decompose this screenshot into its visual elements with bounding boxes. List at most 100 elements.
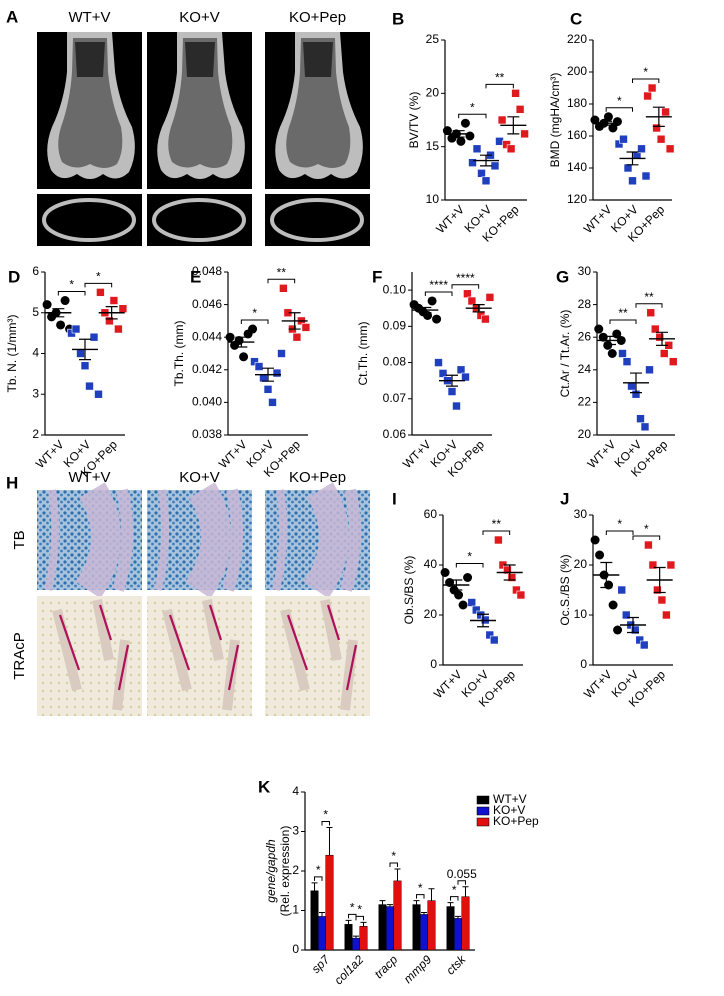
data-point	[603, 112, 613, 122]
significance-bracket	[84, 282, 113, 288]
error-bar	[455, 915, 461, 919]
y-tick-label: 30	[578, 264, 592, 278]
y-tick-label: 25	[426, 32, 440, 46]
panel-letter: D	[8, 267, 20, 286]
data-point	[595, 550, 605, 560]
y-tick-label: 20	[574, 557, 588, 571]
y-tick-label: 10	[574, 607, 588, 621]
data-point	[485, 293, 495, 302]
y-tick-label: 4	[32, 346, 39, 360]
data-point	[460, 118, 470, 128]
data-point	[652, 123, 661, 133]
data-point	[618, 349, 627, 358]
data-point	[468, 158, 477, 167]
significance-label: **	[492, 517, 502, 531]
data-point	[476, 610, 486, 620]
bone-edge	[320, 599, 342, 661]
significance-bracket	[632, 78, 660, 83]
data-point	[608, 123, 618, 133]
error-bar	[507, 116, 520, 135]
legend-swatch	[476, 806, 490, 816]
y-tick-label: 3	[292, 824, 299, 838]
significance-bracket	[632, 535, 661, 540]
y-tick-label: 6	[32, 264, 39, 278]
data-point	[598, 332, 608, 342]
data-point	[463, 289, 472, 299]
y-tick-label: 160	[567, 128, 587, 142]
data-point	[617, 585, 627, 595]
data-point	[612, 117, 622, 127]
trabecula	[222, 488, 244, 592]
significance-bracket	[485, 83, 514, 89]
y-tick-label: 40	[424, 557, 438, 571]
data-point	[277, 349, 286, 358]
column-label: WT+V	[68, 9, 110, 26]
data-point	[647, 83, 657, 93]
error-bar	[626, 151, 639, 166]
row-label: TB	[11, 530, 28, 549]
error-bar	[477, 613, 489, 628]
data-point	[650, 324, 660, 334]
significance-bracket	[348, 913, 357, 919]
data-point	[503, 565, 512, 575]
significance-label: *	[643, 65, 648, 79]
osteoclast	[98, 604, 113, 641]
y-axis-label: Ob.S/BS (%)	[402, 556, 416, 625]
data-point	[655, 332, 665, 342]
data-point	[630, 625, 640, 635]
y-tick-label: 0.08	[383, 355, 407, 369]
data-point	[254, 362, 264, 371]
data-point	[42, 300, 52, 310]
error-bar	[353, 935, 359, 939]
x-tick-label: sp7	[309, 952, 334, 977]
y-tick-label: 20	[578, 427, 592, 441]
bar	[310, 890, 319, 951]
data-point	[656, 134, 666, 144]
data-point	[614, 139, 624, 149]
y-tick-label: 22	[578, 395, 592, 409]
y-axis-label: Ct.Ar / Tt.Ar. (%)	[558, 310, 572, 398]
significance-label: **	[618, 306, 628, 320]
bar	[446, 906, 455, 951]
data-point	[96, 288, 105, 297]
data-point	[641, 171, 651, 181]
y-tick-label: 4	[292, 784, 299, 798]
data-point	[619, 134, 628, 144]
data-point	[463, 573, 473, 582]
error-bar	[503, 564, 516, 581]
panel-letter: F	[372, 267, 382, 286]
error-bar	[105, 306, 118, 320]
data-point	[456, 136, 466, 146]
significance-bracket	[355, 915, 364, 921]
y-tick-label: 20	[426, 86, 440, 100]
y-axis-label: Tb. N. (1/mm³)	[5, 315, 19, 393]
error-bar	[262, 367, 274, 382]
data-point	[613, 625, 623, 635]
data-point	[465, 131, 475, 141]
bar	[461, 896, 470, 951]
y-axis-label: Tb.Th. (mm)	[172, 321, 186, 387]
significance-bracket	[605, 107, 633, 112]
error-bar	[235, 336, 248, 348]
data-point	[604, 580, 614, 590]
x-tick-label: WT+V	[216, 437, 250, 471]
data-point	[628, 176, 637, 186]
y-tick-label: 0.046	[192, 297, 222, 311]
data-point	[434, 358, 443, 367]
bar	[386, 906, 394, 951]
trabecula	[340, 488, 362, 592]
significance-label: **	[644, 290, 654, 304]
data-point	[440, 568, 450, 577]
legend-swatch	[476, 817, 490, 827]
significance-bracket	[389, 862, 398, 868]
data-point	[594, 324, 604, 334]
error-bar	[428, 888, 435, 901]
data-point	[643, 91, 652, 101]
data-point	[662, 610, 671, 620]
column-label: KO+Pep	[289, 9, 346, 26]
row-label: TRAcP	[11, 632, 28, 680]
data-point	[590, 535, 600, 545]
y-tick-label: 30	[574, 507, 588, 521]
bone-edge	[92, 599, 114, 661]
data-point	[472, 144, 482, 154]
